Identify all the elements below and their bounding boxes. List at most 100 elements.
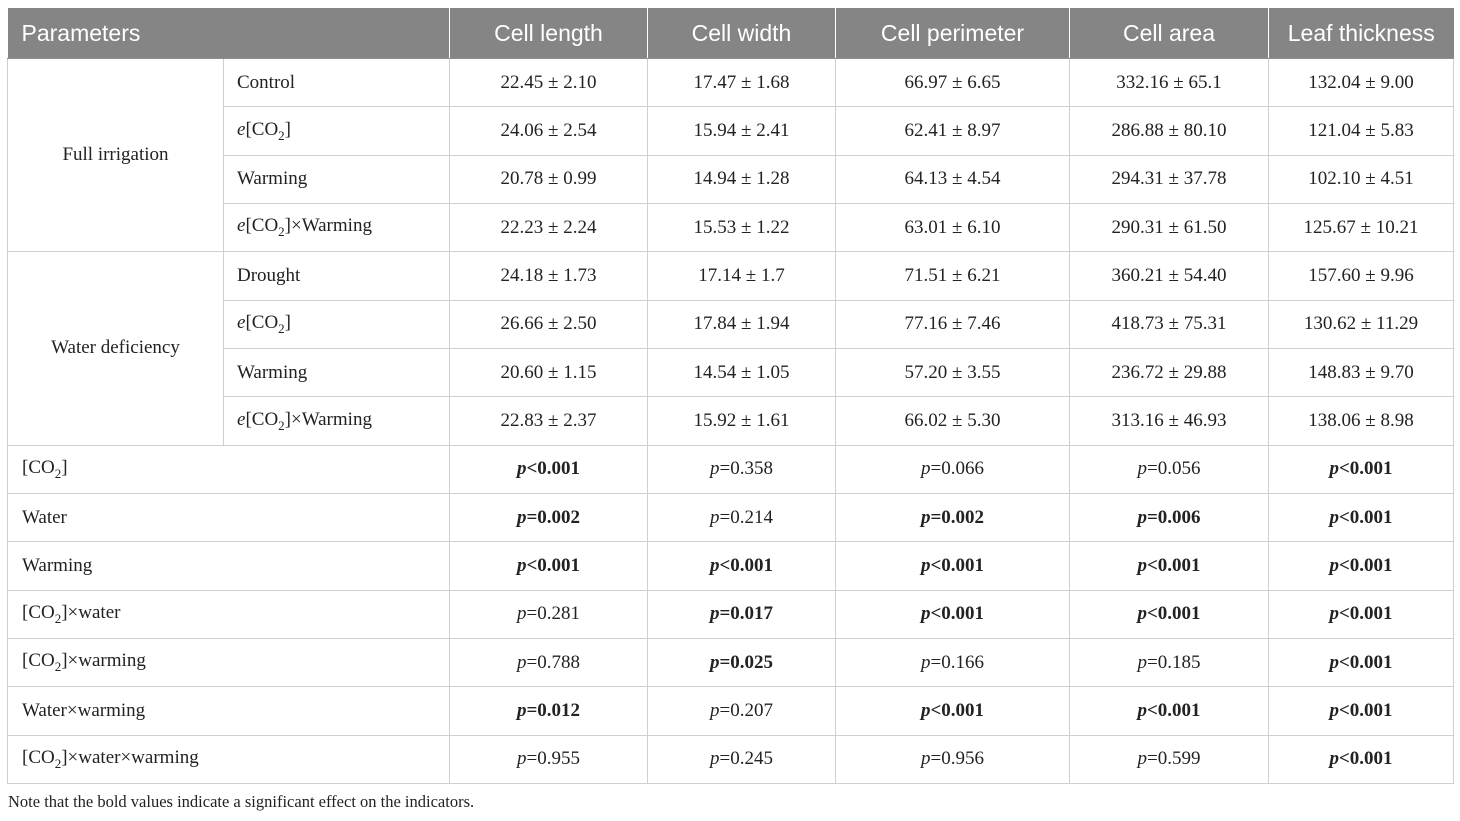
treatment-label: e[CO2] bbox=[223, 299, 450, 349]
cell-perimeter-p-value: p=0.002 bbox=[835, 492, 1070, 543]
treatment-label: Drought bbox=[223, 251, 450, 301]
stats-row: [CO2]×water×warming p=0.955 p=0.245 p=0.956… bbox=[7, 734, 1454, 785]
cell-length-p-value: p<0.001 bbox=[449, 541, 648, 591]
treatment-label: e[CO2] bbox=[223, 106, 450, 156]
cell-area-value: 286.88 ± 80.10 bbox=[1069, 106, 1269, 156]
leaf-thickness-p-value: p<0.001 bbox=[1268, 637, 1454, 688]
cell-length-p-value: p=0.788 bbox=[449, 637, 648, 688]
factor-label: [CO2]×water×warming bbox=[7, 734, 450, 785]
cell-length-p-value: p=0.281 bbox=[449, 589, 648, 639]
leaf-thickness-p-value: p<0.001 bbox=[1268, 589, 1454, 639]
table-row: Full irrigation Control 22.45 ± 2.10 17.47 … bbox=[7, 57, 1454, 253]
table-row: Warming 20.78 ± 0.99 14.94 ± 1.28 64.13 ± 4… bbox=[8, 154, 1454, 204]
cell-perimeter-value: 66.97 ± 6.65 bbox=[835, 57, 1070, 108]
leaf-thickness-value: 102.10 ± 4.51 bbox=[1268, 154, 1454, 204]
cell-perimeter-value: 71.51 ± 6.21 bbox=[835, 251, 1070, 301]
treatment-label: e[CO2]×Warming bbox=[223, 396, 450, 446]
table-row: e[CO2] 24.06 ± 2.54 15.94 ± 2.41 62.41 ± 8.… bbox=[8, 106, 1454, 156]
leaf-thickness-p-value: p<0.001 bbox=[1268, 541, 1454, 591]
cell-length-value: 20.60 ± 1.15 bbox=[449, 347, 648, 398]
cell-area-p-value: p=0.185 bbox=[1069, 637, 1269, 688]
cell-perimeter-p-value: p<0.001 bbox=[835, 686, 1070, 736]
cell-area-p-value: p=0.056 bbox=[1069, 444, 1269, 494]
header-parameters: Parameters bbox=[7, 8, 450, 59]
factor-label: [CO2]×warming bbox=[7, 637, 450, 688]
treatment-label: Warming bbox=[223, 154, 450, 204]
stats-row: Water p=0.002 p=0.214 p=0.002 p=0.006 p<0.001 bbox=[7, 492, 1454, 543]
leaf-thickness-p-value: p<0.001 bbox=[1268, 492, 1454, 543]
cell-area-value: 236.72 ± 29.88 bbox=[1069, 347, 1269, 398]
group-label: Water deficiency bbox=[7, 251, 224, 446]
cell-area-value: 418.73 ± 75.31 bbox=[1069, 299, 1269, 349]
cell-area-value: 360.21 ± 54.40 bbox=[1069, 251, 1269, 301]
data-table: Parameters Cell length Cell width Cell p… bbox=[7, 8, 1454, 785]
cell-width-value: 14.94 ± 1.28 bbox=[647, 154, 836, 204]
leaf-thickness-p-value: p<0.001 bbox=[1268, 444, 1454, 494]
stats-row: [CO2]×warming p=0.788 p=0.025 p=0.166 p=0.18… bbox=[7, 637, 1454, 688]
table-note: Note that the bold values indicate a sig… bbox=[8, 792, 475, 811]
header-cell-area: Cell area bbox=[1069, 8, 1269, 59]
cell-length-value: 24.18 ± 1.73 bbox=[449, 251, 648, 301]
cell-perimeter-p-value: p=0.956 bbox=[835, 734, 1070, 785]
cell-area-value: 332.16 ± 65.1 bbox=[1069, 57, 1269, 108]
cell-perimeter-value: 62.41 ± 8.97 bbox=[835, 106, 1070, 156]
cell-perimeter-p-value: p<0.001 bbox=[835, 589, 1070, 639]
cell-width-p-value: p=0.214 bbox=[647, 492, 836, 543]
cell-width-value: 17.47 ± 1.68 bbox=[647, 57, 836, 108]
cell-width-value: 15.94 ± 2.41 bbox=[647, 106, 836, 156]
cell-length-value: 22.83 ± 2.37 bbox=[449, 396, 648, 446]
header-cell-length: Cell length bbox=[449, 8, 648, 59]
header-cell-width: Cell width bbox=[647, 8, 836, 59]
leaf-thickness-value: 148.83 ± 9.70 bbox=[1268, 347, 1454, 398]
treatment-label: Control bbox=[223, 57, 450, 108]
header-leaf-thickness: Leaf thickness bbox=[1268, 8, 1454, 59]
factor-label: [CO2]×water bbox=[7, 589, 450, 639]
leaf-thickness-p-value: p<0.001 bbox=[1268, 734, 1454, 785]
cell-length-p-value: p=0.012 bbox=[449, 686, 648, 736]
cell-perimeter-value: 77.16 ± 7.46 bbox=[835, 299, 1070, 349]
leaf-thickness-p-value: p<0.001 bbox=[1268, 686, 1454, 736]
cell-area-p-value: p<0.001 bbox=[1069, 686, 1269, 736]
cell-perimeter-value: 63.01 ± 6.10 bbox=[835, 202, 1070, 253]
cell-area-value: 290.31 ± 61.50 bbox=[1069, 202, 1269, 253]
cell-length-value: 22.23 ± 2.24 bbox=[449, 202, 648, 253]
factor-label: Water bbox=[7, 492, 450, 543]
cell-area-p-value: p=0.599 bbox=[1069, 734, 1269, 785]
cell-width-p-value: p=0.017 bbox=[647, 589, 836, 639]
cell-perimeter-p-value: p=0.066 bbox=[835, 444, 1070, 494]
leaf-thickness-value: 157.60 ± 9.96 bbox=[1268, 251, 1454, 301]
cell-area-value: 294.31 ± 37.78 bbox=[1069, 154, 1269, 204]
cell-length-p-value: p=0.002 bbox=[449, 492, 648, 543]
cell-length-p-value: p<0.001 bbox=[449, 444, 648, 494]
stats-row: [CO2] p<0.001 p=0.358 p=0.066 p=0.056 p<0.001 bbox=[7, 444, 1454, 494]
stats-row: Warming p<0.001 p<0.001 p<0.001 p<0.001 p<0.0… bbox=[7, 541, 1454, 591]
cell-perimeter-p-value: p=0.166 bbox=[835, 637, 1070, 688]
cell-area-p-value: p<0.001 bbox=[1069, 541, 1269, 591]
cell-perimeter-value: 66.02 ± 5.30 bbox=[835, 396, 1070, 446]
leaf-thickness-value: 132.04 ± 9.00 bbox=[1268, 57, 1454, 108]
cell-area-p-value: p=0.006 bbox=[1069, 492, 1269, 543]
cell-perimeter-p-value: p<0.001 bbox=[835, 541, 1070, 591]
treatment-label: e[CO2]×Warming bbox=[223, 202, 450, 253]
cell-length-value: 24.06 ± 2.54 bbox=[449, 106, 648, 156]
cell-perimeter-value: 64.13 ± 4.54 bbox=[835, 154, 1070, 204]
header-cell-perimeter: Cell perimeter bbox=[835, 8, 1070, 59]
cell-width-p-value: p=0.025 bbox=[647, 637, 836, 688]
cell-width-p-value: p<0.001 bbox=[647, 541, 836, 591]
cell-width-p-value: p=0.358 bbox=[647, 444, 836, 494]
cell-width-value: 17.84 ± 1.94 bbox=[647, 299, 836, 349]
cell-width-p-value: p=0.207 bbox=[647, 686, 836, 736]
stats-row: [CO2]×water p=0.281 p=0.017 p<0.001 p<0.001 p… bbox=[7, 589, 1454, 639]
cell-perimeter-value: 57.20 ± 3.55 bbox=[835, 347, 1070, 398]
header-row: Parameters Cell length Cell width Cell p… bbox=[7, 8, 1454, 59]
table-row: e[CO2] 26.66 ± 2.50 17.84 ± 1.94 77.16 ± 7.… bbox=[8, 299, 1454, 349]
cell-width-value: 15.92 ± 1.61 bbox=[647, 396, 836, 446]
factor-label: Water×warming bbox=[7, 686, 450, 736]
table-row: Warming 20.60 ± 1.15 14.54 ± 1.05 57.20 ± 3… bbox=[8, 347, 1454, 398]
leaf-thickness-value: 130.62 ± 11.29 bbox=[1268, 299, 1454, 349]
factor-label: [CO2] bbox=[7, 444, 450, 494]
stats-row: Water×warming p=0.012 p=0.207 p<0.001 p<0.00… bbox=[7, 686, 1454, 736]
leaf-thickness-value: 138.06 ± 8.98 bbox=[1268, 396, 1454, 446]
cell-area-value: 313.16 ± 46.93 bbox=[1069, 396, 1269, 446]
cell-length-value: 20.78 ± 0.99 bbox=[449, 154, 648, 204]
